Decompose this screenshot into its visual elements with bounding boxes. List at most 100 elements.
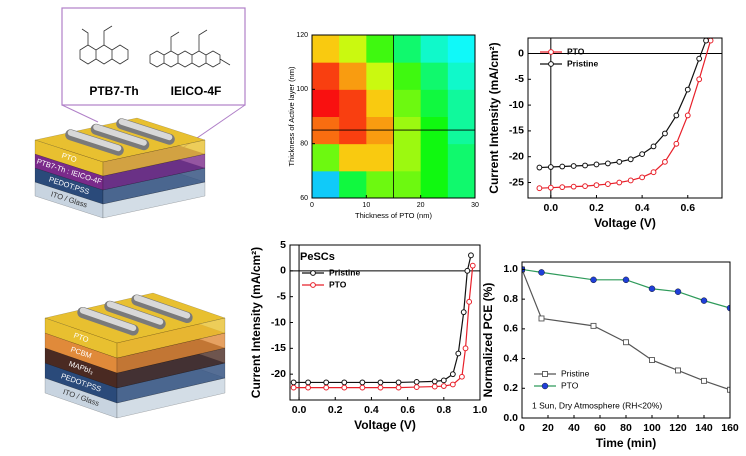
contour-cell — [366, 35, 394, 63]
x-tick-label: 0.4 — [635, 202, 650, 214]
marker — [449, 381, 456, 388]
marker — [674, 288, 682, 295]
marker — [604, 181, 611, 187]
marker — [305, 384, 311, 391]
contour-cell — [393, 143, 422, 172]
marker — [290, 384, 297, 391]
x-axis-label: Voltage (V) — [354, 418, 416, 432]
y-tick-label: -20 — [509, 150, 524, 162]
y-tick-label: -15 — [271, 342, 286, 354]
layer-right-face — [116, 377, 226, 419]
marker — [462, 345, 469, 352]
marker — [639, 174, 646, 181]
marker — [593, 182, 600, 188]
contour-cell — [447, 62, 475, 90]
layer-right-face — [116, 317, 226, 359]
marker — [536, 185, 543, 192]
legend-label: Pristine — [567, 58, 598, 68]
marker — [395, 379, 402, 386]
contour-cell — [393, 35, 422, 63]
marker — [650, 143, 657, 150]
marker — [627, 177, 634, 184]
contour-cell — [366, 143, 394, 172]
y-tick-label: 100 — [296, 86, 308, 93]
marker — [455, 350, 462, 357]
marker — [547, 164, 554, 170]
layer-right-face — [116, 347, 226, 389]
contour-cell — [312, 143, 340, 172]
series-line — [522, 269, 730, 391]
y-tick-label: 120 — [296, 32, 308, 39]
y-tick-label: 1.0 — [503, 263, 518, 275]
legend-label: PTO — [567, 46, 585, 56]
x-tick-label: 0.2 — [328, 404, 343, 416]
contour-cell — [339, 143, 367, 172]
marker — [464, 267, 471, 274]
marker — [559, 163, 566, 170]
marker — [310, 282, 316, 288]
marker — [726, 304, 730, 312]
legend-label: PTO — [329, 279, 347, 289]
marker — [359, 384, 366, 391]
marker — [696, 76, 703, 83]
x-tick-label: 40 — [568, 422, 580, 434]
marker — [323, 384, 330, 391]
series-line — [293, 265, 474, 389]
marker — [570, 183, 577, 190]
marker — [684, 86, 691, 93]
y-tick-label: -5 — [277, 290, 286, 302]
marker — [673, 112, 680, 119]
x-tick-label: 0.0 — [292, 404, 307, 416]
contour-cell — [420, 170, 449, 198]
marker — [468, 252, 474, 259]
marker — [700, 297, 708, 304]
legend-label: PTO — [561, 380, 579, 390]
marker — [341, 379, 348, 386]
y-tick-label: 60 — [300, 195, 308, 202]
marker — [359, 379, 366, 386]
x-tick-label: 10 — [362, 202, 370, 209]
x-tick-label: 100 — [643, 422, 661, 434]
marker — [675, 367, 681, 374]
annotation: PeSCs — [300, 251, 335, 263]
legend-label: Pristine — [329, 267, 360, 277]
x-tick-label: 0.6 — [680, 202, 695, 214]
x-tick-label: 120 — [669, 422, 687, 434]
x-tick-label: 0.0 — [544, 202, 559, 214]
x-tick-label: 20 — [542, 422, 554, 434]
marker — [413, 379, 420, 385]
marker — [440, 377, 447, 384]
marker — [662, 130, 668, 137]
y-tick-label: 0.8 — [503, 293, 518, 305]
plot-frame — [311, 34, 476, 199]
contour-cell — [339, 35, 367, 63]
marker — [449, 371, 456, 378]
marker — [377, 379, 384, 386]
marker — [701, 377, 707, 384]
marker — [469, 262, 476, 269]
marker — [650, 169, 657, 176]
x-tick-label: 0.6 — [400, 404, 415, 416]
layer-right-face — [116, 332, 226, 374]
marker — [341, 384, 348, 391]
layer-right-face — [116, 362, 226, 404]
electrode-top — [79, 307, 137, 331]
molecule-sketch — [79, 25, 231, 68]
marker — [590, 322, 597, 329]
marker — [305, 379, 311, 386]
marker — [649, 357, 655, 364]
contour-cell — [420, 62, 449, 90]
y-tick-label: -10 — [271, 316, 286, 328]
y-axis-label: Normalized PCE (%) — [481, 283, 495, 398]
marker — [323, 379, 330, 386]
x-axis-label: Time (min) — [596, 436, 656, 450]
contour-cell — [393, 170, 422, 198]
marker — [548, 49, 554, 55]
marker — [536, 164, 543, 171]
x-tick-label: 0 — [310, 202, 314, 209]
electrode-top — [93, 124, 147, 146]
series-line — [522, 268, 730, 309]
electrode-top — [106, 301, 164, 325]
molecule-box — [61, 7, 246, 106]
connector — [61, 104, 99, 123]
